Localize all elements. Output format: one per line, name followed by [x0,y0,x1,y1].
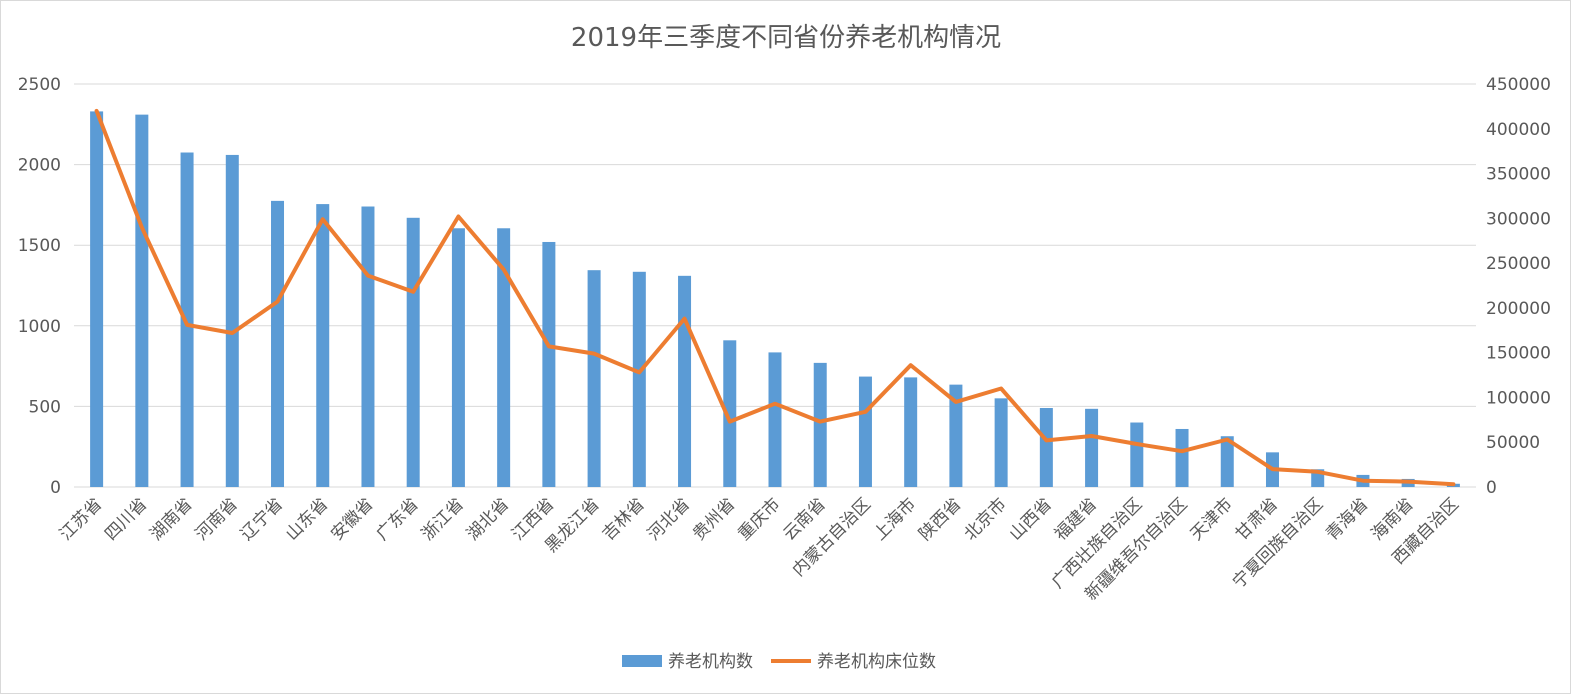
series-line [94,108,1456,487]
bar [587,270,601,487]
category-label: 广东省 [373,494,423,544]
right-axis-tick-label: 300000 [1486,209,1551,229]
legend: 养老机构数 养老机构床位数 [622,652,936,672]
category-label: 四川省 [101,494,151,544]
category-label: 山东省 [282,494,332,544]
bar [678,275,692,487]
bar [180,152,194,487]
category-labels: 江苏省四川省湖南省河南省辽宁省山东省安徽省广东省浙江省湖北省江西省黑龙江省吉林省… [56,494,1463,604]
bar [1085,408,1099,487]
category-label: 北京市 [960,494,1010,544]
category-label: 重庆市 [734,494,784,544]
category-label: 湖南省 [146,494,196,544]
bar [497,228,511,488]
bar [406,217,420,487]
line-series [94,108,1456,487]
bar [723,340,737,487]
legend-swatch-bars [622,655,662,667]
right-axis-tick-label: 200000 [1486,299,1551,319]
category-label: 天津市 [1187,494,1237,544]
category-label: 陕西省 [915,494,965,544]
bar [90,111,104,488]
bar [768,352,782,487]
category-label: 青海省 [1322,494,1372,544]
category-label: 吉林省 [599,494,649,544]
bar [135,114,149,488]
right-axis-tick-label: 450000 [1486,75,1551,95]
bar [994,398,1008,487]
bar [1039,408,1053,487]
bar [361,206,375,487]
chart-title: 2019年三季度不同省份养老机构情况 [571,23,1001,53]
category-label: 上海市 [870,494,920,544]
category-label: 湖北省 [463,494,513,544]
bar [225,154,239,488]
right-axis-tick-label: 350000 [1486,165,1551,185]
left-axis-tick-label: 500 [29,397,61,417]
right-axis-tick-label: 400000 [1486,120,1551,140]
category-label: 安徽省 [327,494,377,544]
bar [949,384,963,487]
bar [632,271,646,487]
category-label: 贵州省 [689,494,739,544]
bar [904,377,918,487]
legend-label-bars: 养老机构数 [668,652,753,672]
right-axis-tick-label: 250000 [1486,254,1551,274]
category-label: 浙江省 [418,494,468,544]
bar [1130,422,1144,487]
category-label: 河南省 [192,494,242,544]
left-axis-tick-label: 1000 [18,317,61,337]
category-label: 山西省 [1006,494,1056,544]
right-axis-tick-label: 150000 [1486,344,1551,364]
left-axis-tick-label: 2000 [18,156,61,176]
right-axis: 0 50000 100000 150000 200000 250000 300000 3500… [1486,75,1551,498]
bar [271,200,285,487]
category-label: 辽宁省 [237,494,287,544]
right-axis-tick-label: 100000 [1486,388,1551,408]
bar [813,362,827,487]
category-label: 江苏省 [56,494,106,544]
right-axis-tick-label: 0 [1486,478,1497,498]
bar [858,376,872,487]
bar [451,228,465,488]
bar [316,204,330,487]
left-axis-tick-label: 1500 [18,236,61,256]
left-axis-tick-label: 0 [50,478,61,498]
right-axis-tick-label: 50000 [1486,433,1540,453]
category-label: 河北省 [644,494,694,544]
left-axis: 0 500 1000 1500 2000 2500 [18,75,61,498]
legend-label-line: 养老机构床位数 [817,652,936,672]
left-axis-tick-label: 2500 [18,75,61,95]
bar [1175,428,1189,487]
bar [1220,436,1234,487]
bar-series [90,111,1460,488]
bar [542,241,556,487]
